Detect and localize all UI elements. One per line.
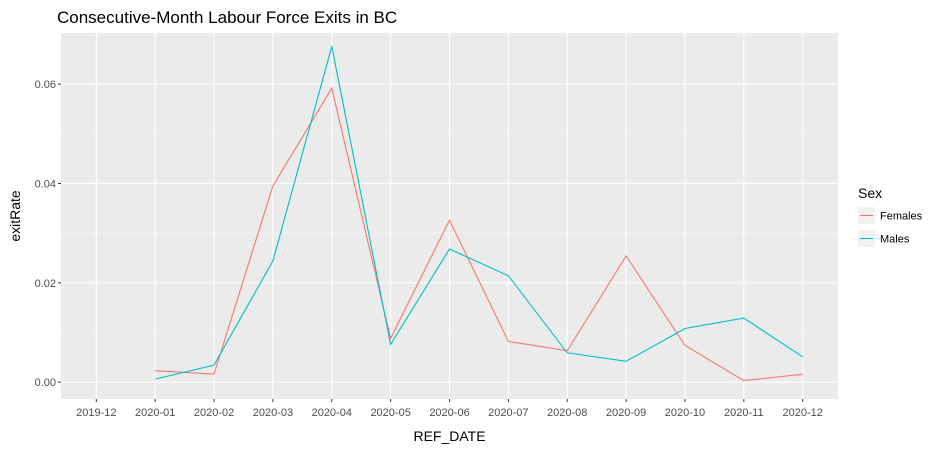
x-tick-label: 2019-12 xyxy=(76,407,116,419)
legend-label-females: Females xyxy=(880,211,923,223)
y-axis-title: exitRate xyxy=(7,190,23,242)
x-tick-label: 2020-09 xyxy=(606,407,646,419)
x-tick-label: 2020-07 xyxy=(488,407,528,419)
x-tick-label: 2020-01 xyxy=(135,407,175,419)
series-line-males xyxy=(155,46,804,380)
x-axis-title: REF_DATE xyxy=(413,428,485,444)
y-tick-label: 0.00 xyxy=(35,377,56,389)
series-lines xyxy=(155,46,804,382)
x-tick-label: 2020-05 xyxy=(370,407,410,419)
x-tick-label: 2020-10 xyxy=(665,407,705,419)
legend-title: Sex xyxy=(858,185,882,201)
y-tick-label: 0.04 xyxy=(35,178,56,190)
series-line-females xyxy=(155,86,803,382)
x-tick-label: 2020-08 xyxy=(547,407,587,419)
legend-label-males: Males xyxy=(880,234,910,246)
y-axis-ticks: 0.00 0.02 0.04 0.06 xyxy=(35,79,61,389)
x-tick-label: 2020-11 xyxy=(724,407,764,419)
x-axis-ticks: 2019-12 2020-01 2020-02 2020-03 2020-04 2020-… xyxy=(76,399,823,419)
x-tick-label: 2020-12 xyxy=(782,407,822,419)
chart-title: Consecutive-Month Labour Force Exits in … xyxy=(57,8,397,27)
y-tick-label: 0.02 xyxy=(35,278,56,290)
legend: Sex Females Males xyxy=(858,185,923,247)
y-tick-label: 0.06 xyxy=(35,79,56,91)
major-gridlines xyxy=(61,33,838,399)
x-tick-label: 2020-03 xyxy=(253,407,293,419)
x-tick-label: 2020-04 xyxy=(312,407,352,419)
x-tick-label: 2020-02 xyxy=(194,407,234,419)
x-tick-label: 2020-06 xyxy=(429,407,469,419)
